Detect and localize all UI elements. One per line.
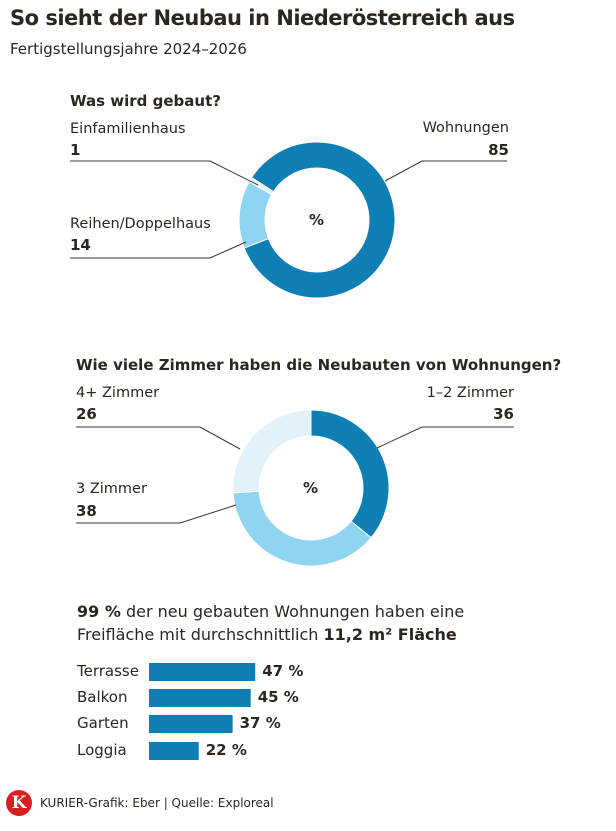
donut1-label-wohnungen: Wohnungen [422,120,509,136]
donut1 [238,141,396,299]
donut1-title: Was wird gebaut? [70,92,221,110]
donut-slice-1-2-zimmer [310,409,390,539]
donut2-center-label: % [303,479,319,497]
leader-lines [70,160,514,524]
donut2-value-1-2: 36 [493,405,514,423]
bar-label-balkon: Balkon [77,688,128,706]
bar-label-terrasse: Terrasse [77,662,139,680]
statement-text2: Freifläche mit durchschnittlich [77,625,324,644]
donut2-title: Wie viele Zimmer haben die Neubauten von… [76,356,562,374]
bar-value-balkon: 45 % [257,688,299,706]
bar-balkon [149,689,251,707]
donut2-label-4plus: 4+ Zimmer [76,385,160,401]
leader-1-2 [376,426,514,449]
statement-bold-share: 99 % [77,602,121,621]
donut1-center-label: % [309,211,325,229]
footer-credit: KURIER-Grafik: Eber | Quelle: Exploreal [40,796,274,810]
bar-label-garten: Garten [77,714,129,732]
donut-slice-3-zimmer [232,490,372,567]
bar-chart [149,663,256,760]
donut1-label-reihenhaus: Reihen/Doppelhaus [70,216,211,232]
kurier-logo: K [6,790,32,816]
donut-slice-einfamilienhaus [248,176,275,196]
bar-loggia [149,742,199,760]
leader-reihenhaus [70,241,247,259]
donut2-label-1-2: 1–2 Zimmer [426,385,514,401]
donut-slice-4-zimmer [232,409,312,494]
donut1-label-einfamilienhaus: Einfamilienhaus [70,121,186,137]
subtitle: Fertigstellungsjahre 2024–2026 [10,40,247,58]
page-title: So sieht der Neubau in Niederösterreich … [10,6,515,30]
leader-3 [76,504,237,524]
leader-einfamilienhaus [70,160,259,186]
donut2-value-4plus: 26 [76,405,97,423]
donut1-value-einfamilienhaus: 1 [70,141,81,159]
bar-value-loggia: 22 % [205,741,247,759]
bar-garten [149,715,233,733]
donut2-label-3: 3 Zimmer [76,481,147,497]
bar-label-loggia: Loggia [77,741,127,759]
donut2 [232,409,390,567]
leader-4plus [76,426,241,450]
leader-wohnungen [384,160,507,182]
bar-value-terrasse: 47 % [262,662,304,680]
donut1-value-wohnungen: 85 [488,141,509,159]
donut1-value-reihenhaus: 14 [70,236,91,254]
donut2-value-3: 38 [76,502,97,520]
bar-value-garten: 37 % [239,714,281,732]
statement-text1: der neu gebauten Wohnungen haben eine [120,602,465,621]
statement-bold-area: 11,2 m² Fläche [323,625,457,644]
statement: 99 % der neu gebauten Wohnungen haben ei… [77,600,464,646]
bar-terrasse [149,663,256,681]
donut-slice-wohnungen [243,141,396,299]
